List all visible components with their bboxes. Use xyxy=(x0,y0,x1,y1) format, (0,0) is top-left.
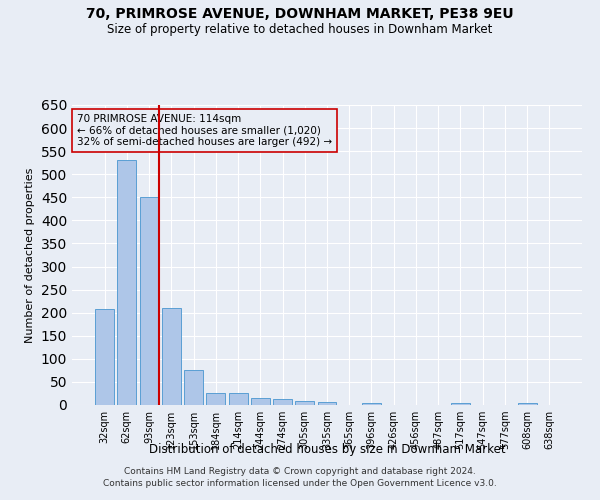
Bar xyxy=(251,398,270,405)
Bar xyxy=(118,160,136,405)
Bar xyxy=(295,402,314,405)
Bar xyxy=(206,393,225,405)
Text: Size of property relative to detached houses in Downham Market: Size of property relative to detached ho… xyxy=(107,22,493,36)
Bar xyxy=(162,308,181,405)
Bar xyxy=(518,402,536,405)
Bar xyxy=(140,198,158,405)
Bar xyxy=(273,400,292,405)
Bar xyxy=(229,394,248,405)
Text: 70, PRIMROSE AVENUE, DOWNHAM MARKET, PE38 9EU: 70, PRIMROSE AVENUE, DOWNHAM MARKET, PE3… xyxy=(86,8,514,22)
Text: 70 PRIMROSE AVENUE: 114sqm
← 66% of detached houses are smaller (1,020)
32% of s: 70 PRIMROSE AVENUE: 114sqm ← 66% of deta… xyxy=(77,114,332,147)
Text: Distribution of detached houses by size in Downham Market: Distribution of detached houses by size … xyxy=(149,442,505,456)
Bar xyxy=(362,402,381,405)
Bar xyxy=(451,402,470,405)
Y-axis label: Number of detached properties: Number of detached properties xyxy=(25,168,35,342)
Bar xyxy=(95,310,114,405)
Bar xyxy=(317,402,337,405)
Text: Contains HM Land Registry data © Crown copyright and database right 2024.
Contai: Contains HM Land Registry data © Crown c… xyxy=(103,466,497,487)
Bar xyxy=(184,370,203,405)
